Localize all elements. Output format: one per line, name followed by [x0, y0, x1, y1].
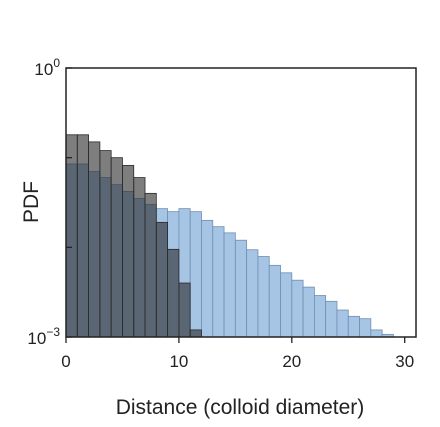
x-tick-label-3: 30 — [395, 352, 414, 371]
histogram-bar-series-0-bin-12 — [201, 219, 214, 338]
histogram-bar-series-0-bin-26 — [359, 318, 372, 338]
histogram-bar-series-1-bin-10 — [178, 282, 191, 338]
histogram-bar-series-0-bin-21 — [302, 286, 315, 338]
histogram-bar-series-0-bin-18 — [268, 264, 281, 338]
histogram-bar-series-0-bin-23 — [325, 300, 338, 338]
histogram-bar-series-0-bin-19 — [280, 272, 293, 338]
histogram-bar-series-1-bin-1 — [76, 134, 89, 338]
y-tick-label-1: 10−3 — [27, 325, 60, 348]
histogram-bar-series-0-bin-11 — [189, 211, 202, 338]
x-tick-label-2: 20 — [282, 352, 301, 371]
histogram-bar-series-0-bin-20 — [291, 279, 304, 338]
x-tick-label-1: 10 — [169, 352, 188, 371]
histogram-bar-series-1-bin-11 — [189, 329, 202, 338]
histogram-bar-series-0-bin-27 — [370, 329, 383, 338]
histogram-bar-series-1-bin-8 — [155, 221, 169, 338]
histogram-bar-series-0-bin-16 — [246, 249, 259, 338]
y-axis-label: PDF — [20, 181, 43, 223]
histogram-bar-series-1-bin-7 — [144, 192, 157, 338]
histogram-bar-series-0-bin-15 — [234, 239, 248, 338]
x-tick-label-0: 0 — [61, 352, 70, 371]
ticks-layer: 0 10 20 30 100 10−3 — [27, 56, 414, 371]
histogram-bar-series-1-bin-3 — [99, 150, 112, 338]
histogram-bar-series-1-bin-5 — [122, 164, 135, 338]
y-tick-label-0: 100 — [34, 56, 60, 79]
histogram-bar-series-1-bin-9 — [167, 248, 180, 338]
plot-frame — [65, 67, 417, 338]
histogram-bar-series-1-bin-6 — [133, 177, 146, 338]
histogram-bar-series-0-bin-25 — [347, 315, 360, 338]
histogram-bar-series-0-bin-14 — [223, 232, 236, 338]
histogram-bar-series-1-bin-4 — [110, 157, 123, 338]
histogram-bar-series-0-bin-17 — [257, 256, 270, 338]
histogram-bar-series-0-bin-13 — [212, 226, 225, 338]
x-axis-label: Distance (colloid diameter) — [116, 396, 365, 419]
histogram-bar-series-0-bin-24 — [336, 309, 349, 338]
histogram-bar-series-1-bin-0 — [65, 134, 78, 338]
histogram-bar-series-1-bin-2 — [88, 141, 101, 338]
histogram-bar-series-0-bin-22 — [313, 295, 327, 338]
bars-layer — [65, 134, 394, 338]
